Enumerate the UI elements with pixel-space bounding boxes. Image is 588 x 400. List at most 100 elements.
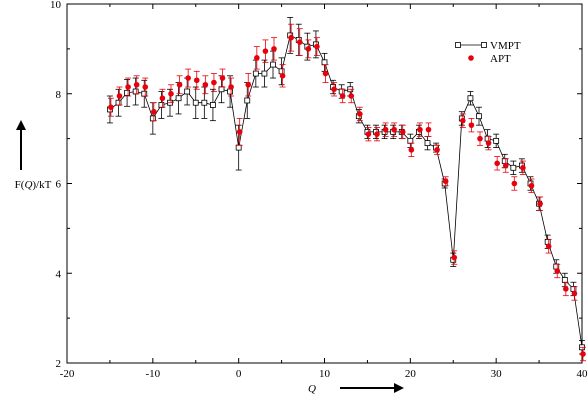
apt-point — [494, 160, 500, 167]
apt-point — [365, 131, 372, 137]
vmpt-point — [158, 102, 165, 108]
legend-apt-label: APT — [490, 53, 511, 65]
apt-point — [460, 117, 466, 124]
y-tick-label: 6 — [56, 179, 62, 191]
vmpt-point — [244, 97, 251, 104]
vmpt-point — [175, 95, 182, 102]
apt-point — [133, 81, 140, 88]
vmpt-point — [544, 238, 551, 245]
vmpt-point — [235, 144, 242, 151]
vmpt-point — [261, 70, 268, 77]
apt-point — [305, 46, 312, 52]
apt-point — [382, 126, 389, 133]
apt-point — [571, 290, 578, 297]
apt-point — [331, 86, 337, 93]
vmpt-point — [484, 135, 491, 142]
apt-point — [511, 180, 518, 187]
vmpt-point — [476, 113, 482, 120]
vmpt-point — [407, 137, 414, 144]
x-tick-label: 10 — [319, 368, 331, 380]
apt-point — [168, 90, 174, 97]
apt-point — [116, 93, 123, 99]
x-tick-label: 40 — [577, 368, 588, 380]
apt-point — [528, 182, 535, 189]
apt-point — [296, 39, 303, 45]
apt-point — [485, 140, 492, 146]
y-axis-label: F(Q)/kT — [15, 179, 52, 191]
apt-point — [245, 81, 252, 88]
y-tick-label: 8 — [56, 89, 62, 101]
x-axis-label: Q — [308, 383, 316, 395]
apt-point — [219, 75, 226, 81]
vmpt-point — [132, 88, 139, 95]
vmpt-point — [149, 115, 156, 122]
vmpt-point — [278, 68, 285, 75]
y-tick-label: 10 — [50, 0, 62, 11]
apt-point — [211, 79, 217, 86]
vmpt-point — [218, 86, 225, 93]
vmpt-point — [270, 61, 276, 68]
apt-point — [391, 126, 397, 133]
vmpt-point — [227, 88, 233, 95]
legend: VMPT APT — [455, 40, 521, 65]
legend-vmpt-marker — [481, 42, 487, 48]
apt-point — [314, 43, 320, 50]
apt-point — [554, 268, 561, 274]
apt-point — [399, 129, 406, 135]
x-axis-ticks: -20 -10 0 10 20 30 40 — [60, 4, 588, 380]
apt-point — [425, 126, 432, 133]
y-tick-label: 4 — [56, 268, 62, 280]
vmpt-point — [561, 277, 568, 283]
apt-point — [262, 48, 269, 54]
legend-apt-marker — [468, 55, 474, 61]
vmpt-point — [141, 90, 148, 97]
vmpt-point — [493, 137, 500, 144]
vmpt-point — [252, 70, 259, 77]
apt-point — [580, 351, 586, 357]
x-tick-label: 0 — [236, 368, 242, 380]
y-axis-arrowhead — [16, 120, 26, 130]
apt-point — [408, 147, 415, 153]
apt-point — [202, 81, 209, 88]
apt-point — [142, 84, 149, 90]
vmpt-point — [124, 89, 130, 96]
vmpt-point — [184, 88, 191, 95]
apt-point — [374, 131, 380, 137]
apt-point — [236, 129, 243, 135]
vmpt-point — [467, 95, 474, 102]
x-tick-label: -10 — [145, 368, 160, 380]
apt-point — [125, 84, 131, 90]
vmpt-point — [570, 286, 577, 292]
apt-point — [442, 178, 449, 185]
apt-point — [502, 162, 509, 169]
vmpt-point — [424, 140, 431, 147]
vmpt-point — [192, 99, 199, 106]
apt-point — [151, 108, 157, 115]
apt-point — [477, 135, 483, 142]
vmpt-point — [201, 99, 208, 106]
apt-point — [254, 55, 260, 61]
vmpt-point — [501, 158, 508, 164]
x-tick-label: -20 — [60, 368, 75, 380]
apt-point — [339, 93, 346, 99]
apt-point — [537, 200, 543, 207]
vmpt-point — [553, 263, 560, 270]
x-axis-arrowhead — [394, 383, 404, 393]
vmpt-point — [338, 88, 345, 95]
apt-point — [279, 73, 286, 79]
x-tick-label: 20 — [405, 368, 417, 380]
apt-point — [434, 147, 440, 153]
x-tick-label: 30 — [491, 368, 503, 380]
apt-point — [563, 286, 569, 292]
apt-point — [228, 84, 234, 90]
apt-point — [451, 254, 458, 261]
apt-series — [107, 23, 586, 362]
y-axis-ticks: 2 4 6 8 10 — [50, 0, 582, 370]
apt-point — [545, 243, 552, 250]
apt-point — [322, 70, 329, 77]
vmpt-point — [210, 102, 216, 108]
apt-point — [468, 122, 475, 128]
apt-point — [417, 126, 423, 133]
